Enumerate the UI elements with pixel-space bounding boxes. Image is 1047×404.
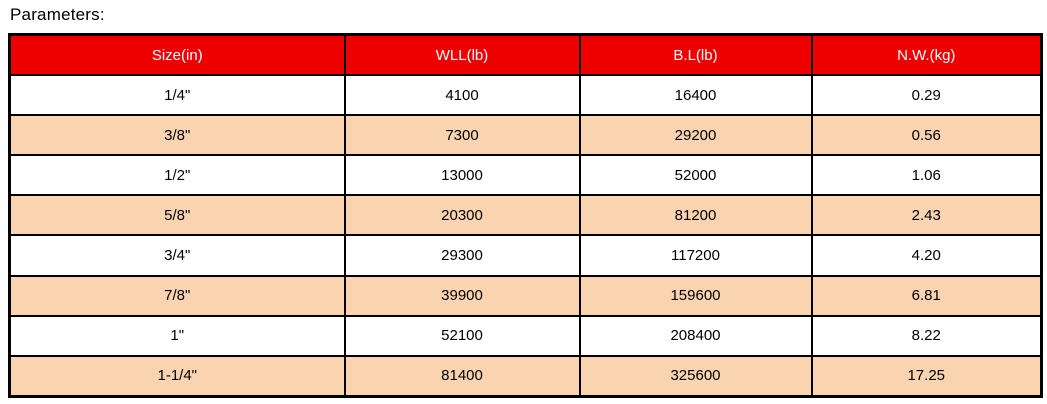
cell-nw: 1.06 bbox=[810, 154, 1043, 197]
column-header-nw: N.W.(kg) bbox=[810, 33, 1043, 76]
cell-size: 7/8" bbox=[8, 274, 346, 317]
cell-wll: 81400 bbox=[343, 354, 581, 398]
page-title: Parameters: bbox=[10, 5, 105, 24]
table-row: 5/8" 20300 81200 2.43 bbox=[8, 194, 1043, 237]
cell-wll: 13000 bbox=[343, 154, 581, 197]
cell-nw: 4.20 bbox=[810, 234, 1043, 277]
cell-size: 5/8" bbox=[8, 194, 346, 237]
cell-bl: 29200 bbox=[578, 114, 813, 157]
cell-bl: 117200 bbox=[578, 234, 813, 277]
cell-nw: 0.29 bbox=[810, 73, 1043, 117]
table-row: 1" 52100 208400 8.22 bbox=[8, 314, 1043, 357]
cell-size: 1" bbox=[8, 314, 346, 357]
cell-wll: 4100 bbox=[343, 73, 581, 117]
column-header-wll: WLL(lb) bbox=[343, 33, 581, 76]
cell-wll: 29300 bbox=[343, 234, 581, 277]
cell-nw: 0.56 bbox=[810, 114, 1043, 157]
cell-bl: 16400 bbox=[578, 73, 813, 117]
cell-wll: 7300 bbox=[343, 114, 581, 157]
cell-bl: 159600 bbox=[578, 274, 813, 317]
cell-bl: 325600 bbox=[578, 354, 813, 398]
table-row: 7/8" 39900 159600 6.81 bbox=[8, 274, 1043, 317]
cell-size: 1/4" bbox=[8, 73, 346, 117]
cell-size: 1/2" bbox=[8, 154, 346, 197]
table-row: 1/4" 4100 16400 0.29 bbox=[8, 73, 1043, 117]
column-header-size: Size(in) bbox=[8, 33, 346, 76]
cell-bl: 52000 bbox=[578, 154, 813, 197]
cell-bl: 208400 bbox=[578, 314, 813, 357]
cell-nw: 6.81 bbox=[810, 274, 1043, 317]
cell-wll: 20300 bbox=[343, 194, 581, 237]
cell-size: 3/4" bbox=[8, 234, 346, 277]
cell-bl: 81200 bbox=[578, 194, 813, 237]
cell-wll: 39900 bbox=[343, 274, 581, 317]
column-header-bl: B.L(lb) bbox=[578, 33, 813, 76]
cell-nw: 8.22 bbox=[810, 314, 1043, 357]
table-row: 1-1/4" 81400 325600 17.25 bbox=[8, 354, 1043, 398]
table-row: 3/8" 7300 29200 0.56 bbox=[8, 114, 1043, 157]
cell-nw: 2.43 bbox=[810, 194, 1043, 237]
parameters-table: Size(in) WLL(lb) B.L(lb) N.W.(kg) 1/4" 4… bbox=[8, 33, 1043, 398]
table-header-row: Size(in) WLL(lb) B.L(lb) N.W.(kg) bbox=[8, 33, 1043, 76]
cell-wll: 52100 bbox=[343, 314, 581, 357]
table-row: 3/4" 29300 117200 4.20 bbox=[8, 234, 1043, 277]
cell-size: 1-1/4" bbox=[8, 354, 346, 398]
cell-nw: 17.25 bbox=[810, 354, 1043, 398]
cell-size: 3/8" bbox=[8, 114, 346, 157]
table-row: 1/2" 13000 52000 1.06 bbox=[8, 154, 1043, 197]
